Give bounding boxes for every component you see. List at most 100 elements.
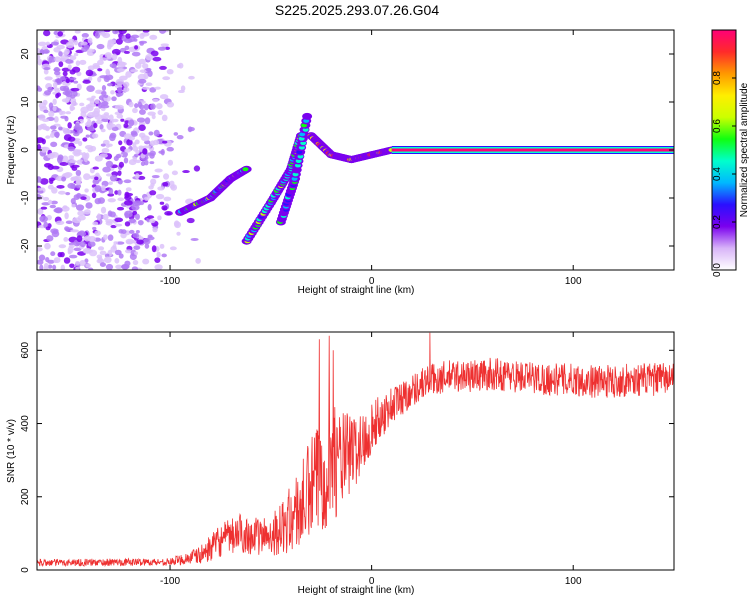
- heatmap-cell: [104, 52, 112, 59]
- heatmap-cell: [129, 229, 135, 234]
- heatmap-cell: [86, 48, 95, 53]
- heatmap-cell: [117, 197, 125, 202]
- heatmap-cell: [51, 187, 58, 194]
- heatmap-cell: [113, 241, 119, 245]
- snr-series-line: [37, 332, 674, 567]
- heatmap-cell: [157, 215, 162, 221]
- colorbar-tick-label: 0.4: [712, 167, 723, 181]
- snr-y-ticks: 0 200 400 600: [20, 342, 674, 573]
- heatmap-cell: [85, 121, 92, 128]
- heatmap-cell: [159, 243, 165, 249]
- heatmap-cell: [94, 99, 100, 105]
- heatmap-cell: [37, 87, 43, 92]
- heatmap-cell: [96, 254, 103, 260]
- heatmap-cell: [102, 213, 109, 221]
- heatmap-cell: [83, 173, 91, 181]
- heatmap-cell: [97, 76, 102, 83]
- heatmap-cell: [87, 65, 95, 71]
- heatmap-cell: [116, 206, 125, 211]
- heatmap-cell: [151, 114, 156, 120]
- heatmap-cell: [69, 77, 77, 81]
- heatmap-cell: [87, 241, 96, 248]
- heatmap-cell: [45, 226, 51, 231]
- heatmap-cell: [39, 49, 45, 55]
- heatmap-cell: [97, 59, 104, 66]
- heatmap-cell: [73, 39, 79, 46]
- heatmap-cell: [111, 96, 117, 102]
- heatmap-cell: [67, 182, 76, 189]
- heatmap-cell: [53, 66, 60, 73]
- y-tick-label: 0: [20, 567, 31, 573]
- heatmap-cell: [48, 102, 54, 110]
- heatmap-cell: [169, 180, 175, 186]
- heatmap-cell: [73, 52, 79, 57]
- heatmap-cell: [156, 251, 161, 258]
- heatmap-cell: [68, 159, 77, 164]
- heatmap-cell: [142, 145, 152, 149]
- heatmap-cell: [138, 124, 146, 132]
- heatmap-cell: [76, 126, 83, 134]
- heatmap-cell: [134, 251, 139, 256]
- heatmap-cell: [143, 196, 150, 201]
- heatmap-cell: [45, 41, 50, 46]
- x-tick-label: 100: [565, 576, 582, 587]
- heatmap-cell: [87, 235, 97, 243]
- heatmap-cell: [107, 198, 116, 203]
- heatmap-cell: [69, 263, 75, 269]
- heatmap-cell: [116, 68, 125, 73]
- heatmap-cell: [146, 215, 155, 219]
- heatmap-cell: [47, 264, 53, 269]
- heatmap-cell: [91, 95, 96, 99]
- heatmap-cell: [166, 146, 174, 152]
- heatmap-cell: [103, 234, 108, 241]
- heatmap-cell: [97, 246, 105, 251]
- heatmap-cell: [132, 107, 138, 114]
- heatmap-cell: [100, 104, 110, 109]
- heatmap-cell: [54, 89, 61, 93]
- heatmap-cell: [134, 139, 140, 145]
- heatmap-cell: [111, 64, 117, 69]
- heatmap-cell: [80, 106, 89, 114]
- heatmap-cell: [75, 183, 82, 189]
- heatmap-cell: [124, 221, 131, 227]
- heatmap-cell: [69, 55, 77, 61]
- heatmap-cell: [94, 197, 102, 205]
- heatmap-cell: [37, 176, 42, 183]
- heatmap-cell: [74, 122, 80, 129]
- heatmap-cell: [110, 123, 116, 128]
- figure-title: S225.2025.293.07.26.G04: [275, 2, 439, 18]
- heatmap-cell: [152, 227, 158, 233]
- snr-x-label: Height of straight line (km): [298, 585, 415, 596]
- heatmap-cell: [73, 80, 79, 84]
- heatmap-cell: [105, 68, 110, 76]
- heatmap-cell: [124, 192, 134, 197]
- heatmap-cell: [96, 43, 105, 50]
- heatmap-cell: [193, 165, 201, 172]
- heatmap-cell: [110, 90, 115, 95]
- y-tick-label: 0: [20, 147, 31, 153]
- colorbar-tick-label: 0.6: [712, 119, 723, 133]
- heatmap-cell: [150, 103, 156, 110]
- heatmap-cell: [42, 49, 50, 54]
- heatmap-cell: [109, 174, 118, 182]
- heatmap-cell: [117, 86, 123, 94]
- heatmap-cell: [113, 155, 119, 162]
- heatmap-cell: [75, 266, 80, 270]
- heatmap-cell: [44, 162, 52, 168]
- heatmap-cell: [139, 41, 145, 46]
- heatmap-cell: [95, 172, 100, 177]
- heatmap-cell: [75, 60, 81, 66]
- heatmap-cell: [83, 209, 91, 215]
- heatmap-cell: [297, 154, 304, 159]
- heatmap-cell: [171, 170, 178, 176]
- heatmap-cell: [123, 179, 132, 184]
- heatmap-cell: [155, 103, 163, 110]
- heatmap-cell: [104, 74, 114, 81]
- heatmap-cell: [79, 241, 86, 248]
- heatmap-cell: [37, 47, 41, 54]
- heatmap-cell: [62, 128, 71, 135]
- heatmap-cell: [133, 200, 142, 206]
- heatmap-cell: [92, 166, 99, 170]
- heatmap-cell: [108, 181, 113, 186]
